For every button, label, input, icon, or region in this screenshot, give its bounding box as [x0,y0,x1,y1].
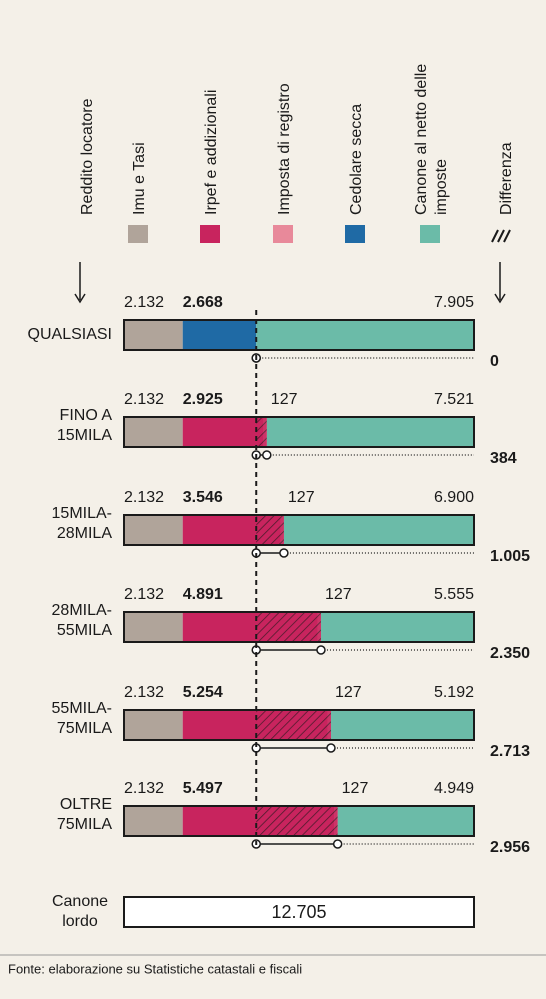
bar-segment [124,710,183,740]
gross-label: lordo [62,913,98,930]
value-label: 4.949 [434,780,474,797]
bar-outline [123,514,475,546]
value-label: 127 [335,684,362,701]
category-label: 15MILA- [52,505,112,522]
value-label: 127 [325,586,352,603]
value-label: 2.668 [183,294,223,311]
value-label: 3.546 [183,489,223,506]
value-label: 2.132 [124,684,164,701]
bar-segment [124,612,183,642]
bar-outline [123,709,475,741]
value-label: 2.132 [124,391,164,408]
gross-value: 12.705 [271,902,326,922]
bar-segment [124,806,183,836]
category-label: 75MILA [57,720,112,737]
gross-bar [123,896,475,928]
bar-segment [320,612,474,642]
value-label: 5.555 [434,586,474,603]
value-label: 127 [288,489,315,506]
difference-label: 0 [490,353,499,370]
bar-segment [124,515,183,545]
difference-end [262,450,272,460]
category-label: 55MILA- [52,700,112,717]
legend-label: Cedolare secca [348,104,365,215]
value-label: 5.497 [183,780,223,797]
legend-swatch [128,225,148,243]
bar-segment [124,417,183,447]
value-label: 2.132 [124,586,164,603]
legend-hatch [497,229,505,243]
legend-swatch [345,225,365,243]
value-label: 2.925 [183,391,223,408]
value-label: 2.132 [124,294,164,311]
bar-segment [337,806,474,836]
bar-segment [256,320,474,350]
legend-hatch [503,229,511,243]
difference-end [279,548,289,558]
bar-segment [182,320,257,350]
difference-end [326,743,336,753]
difference-hatch [256,710,331,740]
value-label: 2.132 [124,780,164,797]
bar-segment [266,417,474,447]
difference-hatch [256,612,321,642]
difference-label: 2.350 [490,645,530,662]
legend-swatch [420,225,440,243]
value-label: 7.521 [434,391,474,408]
value-label: 127 [342,780,369,797]
difference-label: 2.713 [490,743,530,760]
bar-segment [283,515,474,545]
bar-outline [123,319,475,351]
legend-swatch [273,225,293,243]
bar-outline [123,611,475,643]
value-label: 5.254 [183,684,223,701]
value-label: 2.132 [124,489,164,506]
difference-end [332,839,343,849]
value-label: 4.891 [183,586,223,603]
bar-outline [123,416,475,448]
bar-segment [124,320,183,350]
category-label: OLTRE [60,796,112,813]
difference-label: 384 [490,450,517,467]
arrow-head [494,293,506,304]
legend-hatch [491,229,499,243]
difference-hatch [256,417,267,447]
value-label: 6.900 [434,489,474,506]
legend-label: Imposta di registro [276,83,293,215]
arrow-head [74,293,86,304]
difference-hatch [256,515,284,545]
category-label: 28MILA- [52,602,112,619]
bar-segment [182,417,264,447]
category-label: 15MILA [57,427,112,444]
category-label: QUALSIASI [28,326,112,343]
value-label: 5.192 [434,684,474,701]
legend-label: Differenza [498,142,515,215]
difference-hatch [256,806,338,836]
legend-label: Imu e Tasi [131,142,148,215]
value-label: 7.905 [434,294,474,311]
category-label: FINO A [60,407,113,424]
category-label: 28MILA [57,525,112,542]
value-label: 127 [271,391,298,408]
legend-label: Irpef e addizionali [203,90,220,215]
row-header: Reddito locatore [79,98,96,215]
difference-end [316,645,326,655]
difference-label: 1.005 [490,548,530,565]
bar-outline [123,805,475,837]
source: Fonte: elaborazione su Statistiche catas… [8,961,302,976]
bar-segment [330,710,474,740]
gross-label: Canone [52,893,108,910]
legend-swatch [200,225,220,243]
category-label: 55MILA [57,622,112,639]
difference-label: 2.956 [490,839,530,856]
category-label: 75MILA [57,816,112,833]
legend-label: Canone al netto delle imposte [413,64,450,215]
